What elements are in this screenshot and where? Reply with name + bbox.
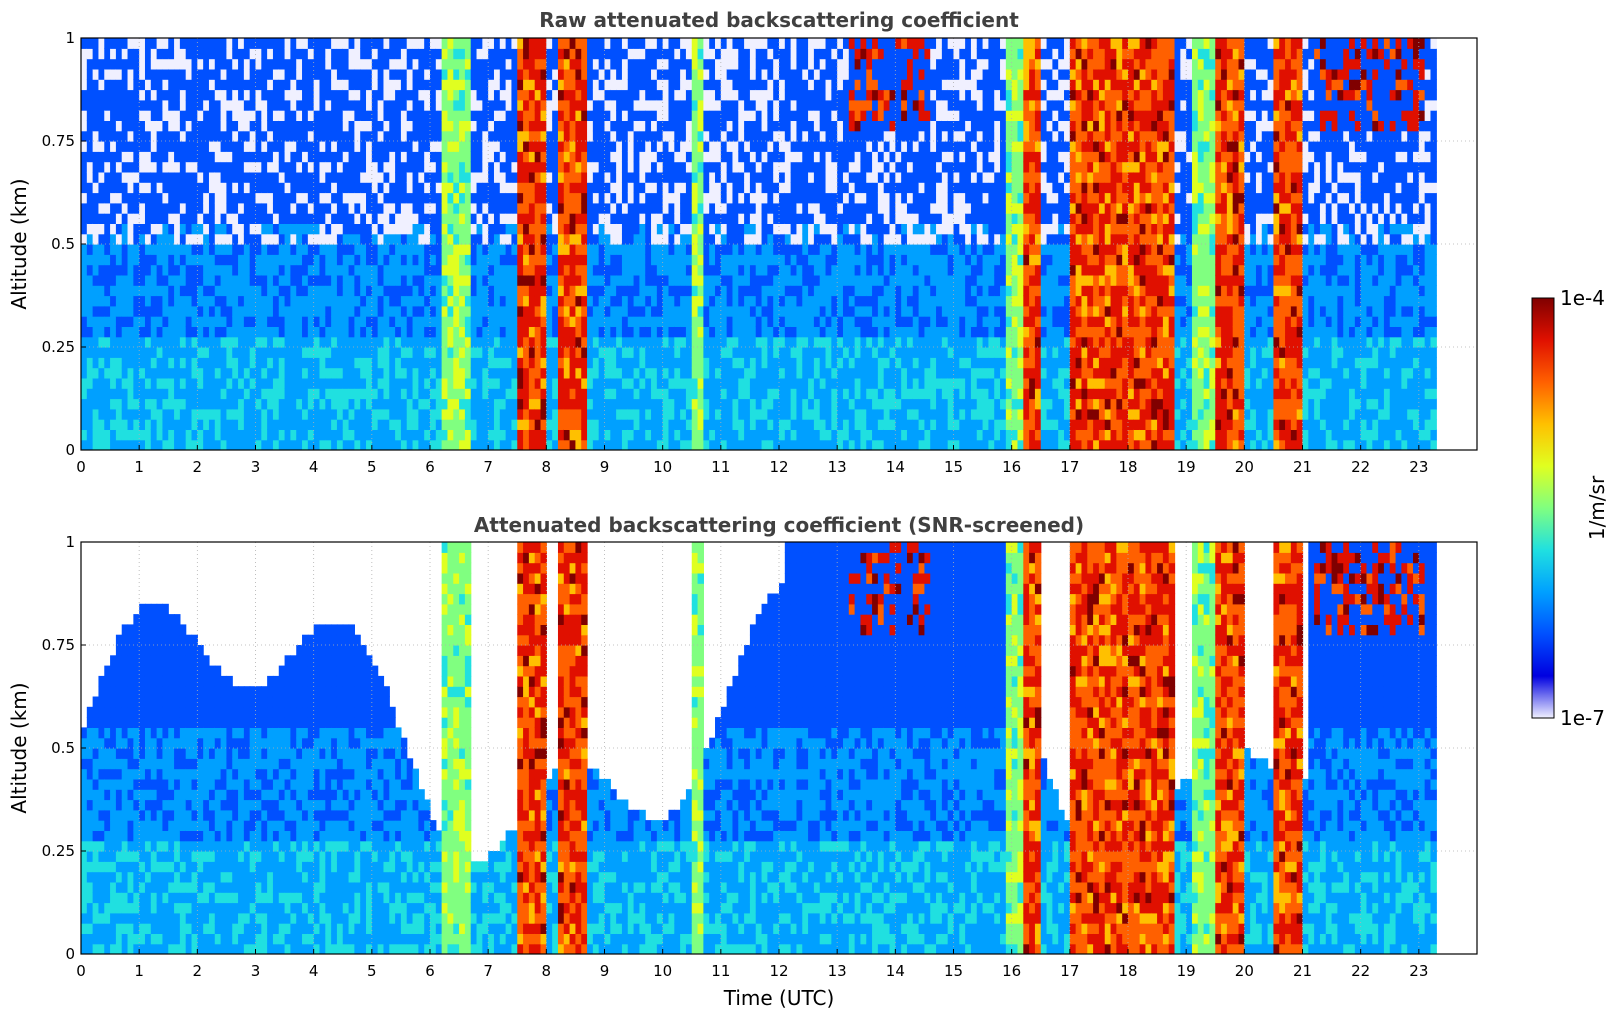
x-tick-label: 20: [1235, 962, 1254, 980]
top-x-ticks: 0 1 2 3 4 5 6 7 8 9 10 11 12 13 14 15 16 17 18 19 20 21 22 23: [76, 445, 1428, 476]
x-tick-label: 18: [1118, 962, 1137, 980]
x-tick-label: 8: [542, 962, 552, 980]
x-tick-label: 0: [76, 458, 86, 476]
colorbar-min-label: 1e-7: [1560, 706, 1605, 730]
colorbar-max-label: 1e-4: [1560, 286, 1605, 310]
x-tick-label: 15: [944, 458, 963, 476]
x-tick-label: 22: [1351, 962, 1370, 980]
top-heatmap: [81, 38, 1437, 450]
y-tick-label: 1: [65, 533, 75, 551]
x-tick-label: 17: [1060, 458, 1079, 476]
bottom-panel: Attenuated backscattering coefficient (S…: [7, 513, 1478, 1010]
x-tick-label: 10: [653, 962, 672, 980]
x-tick-label: 8: [542, 458, 552, 476]
x-tick-label: 23: [1409, 458, 1428, 476]
bottom-x-ticks: 0 1 2 3 4 5 6 7 8 9 10 11 12 13 14 15 16 17 18 19 20 21 22 23: [76, 949, 1428, 980]
x-tick-label: 3: [251, 962, 261, 980]
bottom-chart-title: Attenuated backscattering coefficient (S…: [474, 513, 1084, 537]
x-tick-label: 1: [134, 458, 144, 476]
x-tick-label: 19: [1177, 962, 1196, 980]
x-tick-label: 18: [1118, 458, 1137, 476]
x-tick-label: 14: [886, 458, 905, 476]
x-tick-label: 11: [711, 458, 730, 476]
top-panel: Raw attenuated backscattering coefficien…: [7, 8, 1478, 476]
y-tick-label: 0.75: [42, 132, 75, 150]
bottom-x-axis-label: Time (UTC): [723, 986, 835, 1010]
x-tick-label: 2: [193, 458, 203, 476]
x-tick-label: 4: [309, 962, 319, 980]
bottom-y-ticks: 0 0.25 0.5 0.75 1: [42, 533, 86, 963]
colorbar-gradient: [1531, 297, 1555, 719]
x-tick-label: 16: [1002, 458, 1021, 476]
x-tick-label: 23: [1409, 962, 1428, 980]
x-tick-label: 10: [653, 458, 672, 476]
colorbar: 1e-4 1e-7 1/m/sr: [1531, 286, 1609, 730]
x-tick-label: 12: [769, 458, 788, 476]
y-tick-label: 0: [65, 945, 75, 963]
x-tick-label: 7: [483, 458, 493, 476]
x-tick-label: 0: [76, 962, 86, 980]
x-tick-label: 4: [309, 458, 319, 476]
y-tick-label: 0.25: [42, 338, 75, 356]
bottom-gridlines: [81, 542, 1477, 954]
x-tick-label: 20: [1235, 458, 1254, 476]
x-tick-label: 12: [769, 962, 788, 980]
x-tick-label: 6: [425, 962, 435, 980]
x-tick-label: 13: [828, 962, 847, 980]
x-tick-label: 14: [886, 962, 905, 980]
x-tick-label: 21: [1293, 962, 1312, 980]
y-tick-label: 0.5: [51, 739, 75, 757]
x-tick-label: 6: [425, 458, 435, 476]
x-tick-label: 11: [711, 962, 730, 980]
x-tick-label: 5: [367, 962, 377, 980]
x-tick-label: 16: [1002, 962, 1021, 980]
y-tick-label: 0.75: [42, 636, 75, 654]
x-tick-label: 15: [944, 962, 963, 980]
x-tick-label: 7: [483, 962, 493, 980]
y-tick-label: 0: [65, 441, 75, 459]
top-y-axis-label: Altitude (km): [7, 178, 31, 309]
colorbar-unit-label: 1/m/sr: [1585, 475, 1609, 540]
x-tick-label: 9: [600, 458, 610, 476]
top-y-ticks: 0 0.25 0.5 0.75 1: [42, 29, 86, 459]
y-tick-label: 0.25: [42, 842, 75, 860]
x-tick-label: 13: [828, 458, 847, 476]
x-tick-label: 19: [1177, 458, 1196, 476]
bottom-heatmap: [81, 542, 1437, 954]
y-tick-label: 1: [65, 29, 75, 47]
x-tick-label: 17: [1060, 962, 1079, 980]
x-tick-label: 5: [367, 458, 377, 476]
x-tick-label: 9: [600, 962, 610, 980]
top-chart-title: Raw attenuated backscattering coefficien…: [539, 8, 1019, 32]
x-tick-label: 22: [1351, 458, 1370, 476]
x-tick-label: 1: [134, 962, 144, 980]
x-tick-label: 21: [1293, 458, 1312, 476]
top-gridlines: [81, 38, 1477, 450]
y-tick-label: 0.5: [51, 235, 75, 253]
x-tick-label: 3: [251, 458, 261, 476]
x-tick-label: 2: [193, 962, 203, 980]
bottom-y-axis-label: Altitude (km): [7, 682, 31, 813]
